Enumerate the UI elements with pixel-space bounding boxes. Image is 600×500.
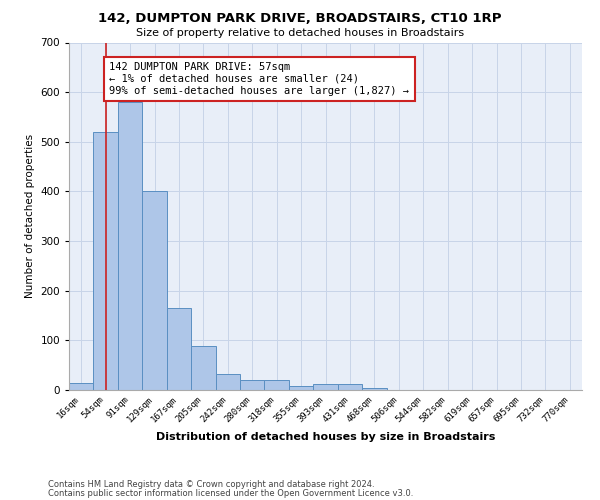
- Bar: [362, 388, 386, 390]
- Bar: [94, 132, 118, 390]
- X-axis label: Distribution of detached houses by size in Broadstairs: Distribution of detached houses by size …: [156, 432, 495, 442]
- Bar: [215, 374, 240, 390]
- Bar: [118, 102, 142, 390]
- Bar: [313, 384, 338, 390]
- Bar: [69, 382, 94, 390]
- Text: 142, DUMPTON PARK DRIVE, BROADSTAIRS, CT10 1RP: 142, DUMPTON PARK DRIVE, BROADSTAIRS, CT…: [98, 12, 502, 26]
- Bar: [338, 384, 362, 390]
- Text: Contains public sector information licensed under the Open Government Licence v3: Contains public sector information licen…: [48, 489, 413, 498]
- Bar: [265, 380, 289, 390]
- Y-axis label: Number of detached properties: Number of detached properties: [25, 134, 35, 298]
- Bar: [191, 346, 215, 390]
- Bar: [240, 380, 265, 390]
- Bar: [289, 386, 313, 390]
- Bar: [167, 308, 191, 390]
- Text: 142 DUMPTON PARK DRIVE: 57sqm
← 1% of detached houses are smaller (24)
99% of se: 142 DUMPTON PARK DRIVE: 57sqm ← 1% of de…: [109, 62, 409, 96]
- Text: Size of property relative to detached houses in Broadstairs: Size of property relative to detached ho…: [136, 28, 464, 38]
- Bar: [142, 192, 167, 390]
- Text: Contains HM Land Registry data © Crown copyright and database right 2024.: Contains HM Land Registry data © Crown c…: [48, 480, 374, 489]
